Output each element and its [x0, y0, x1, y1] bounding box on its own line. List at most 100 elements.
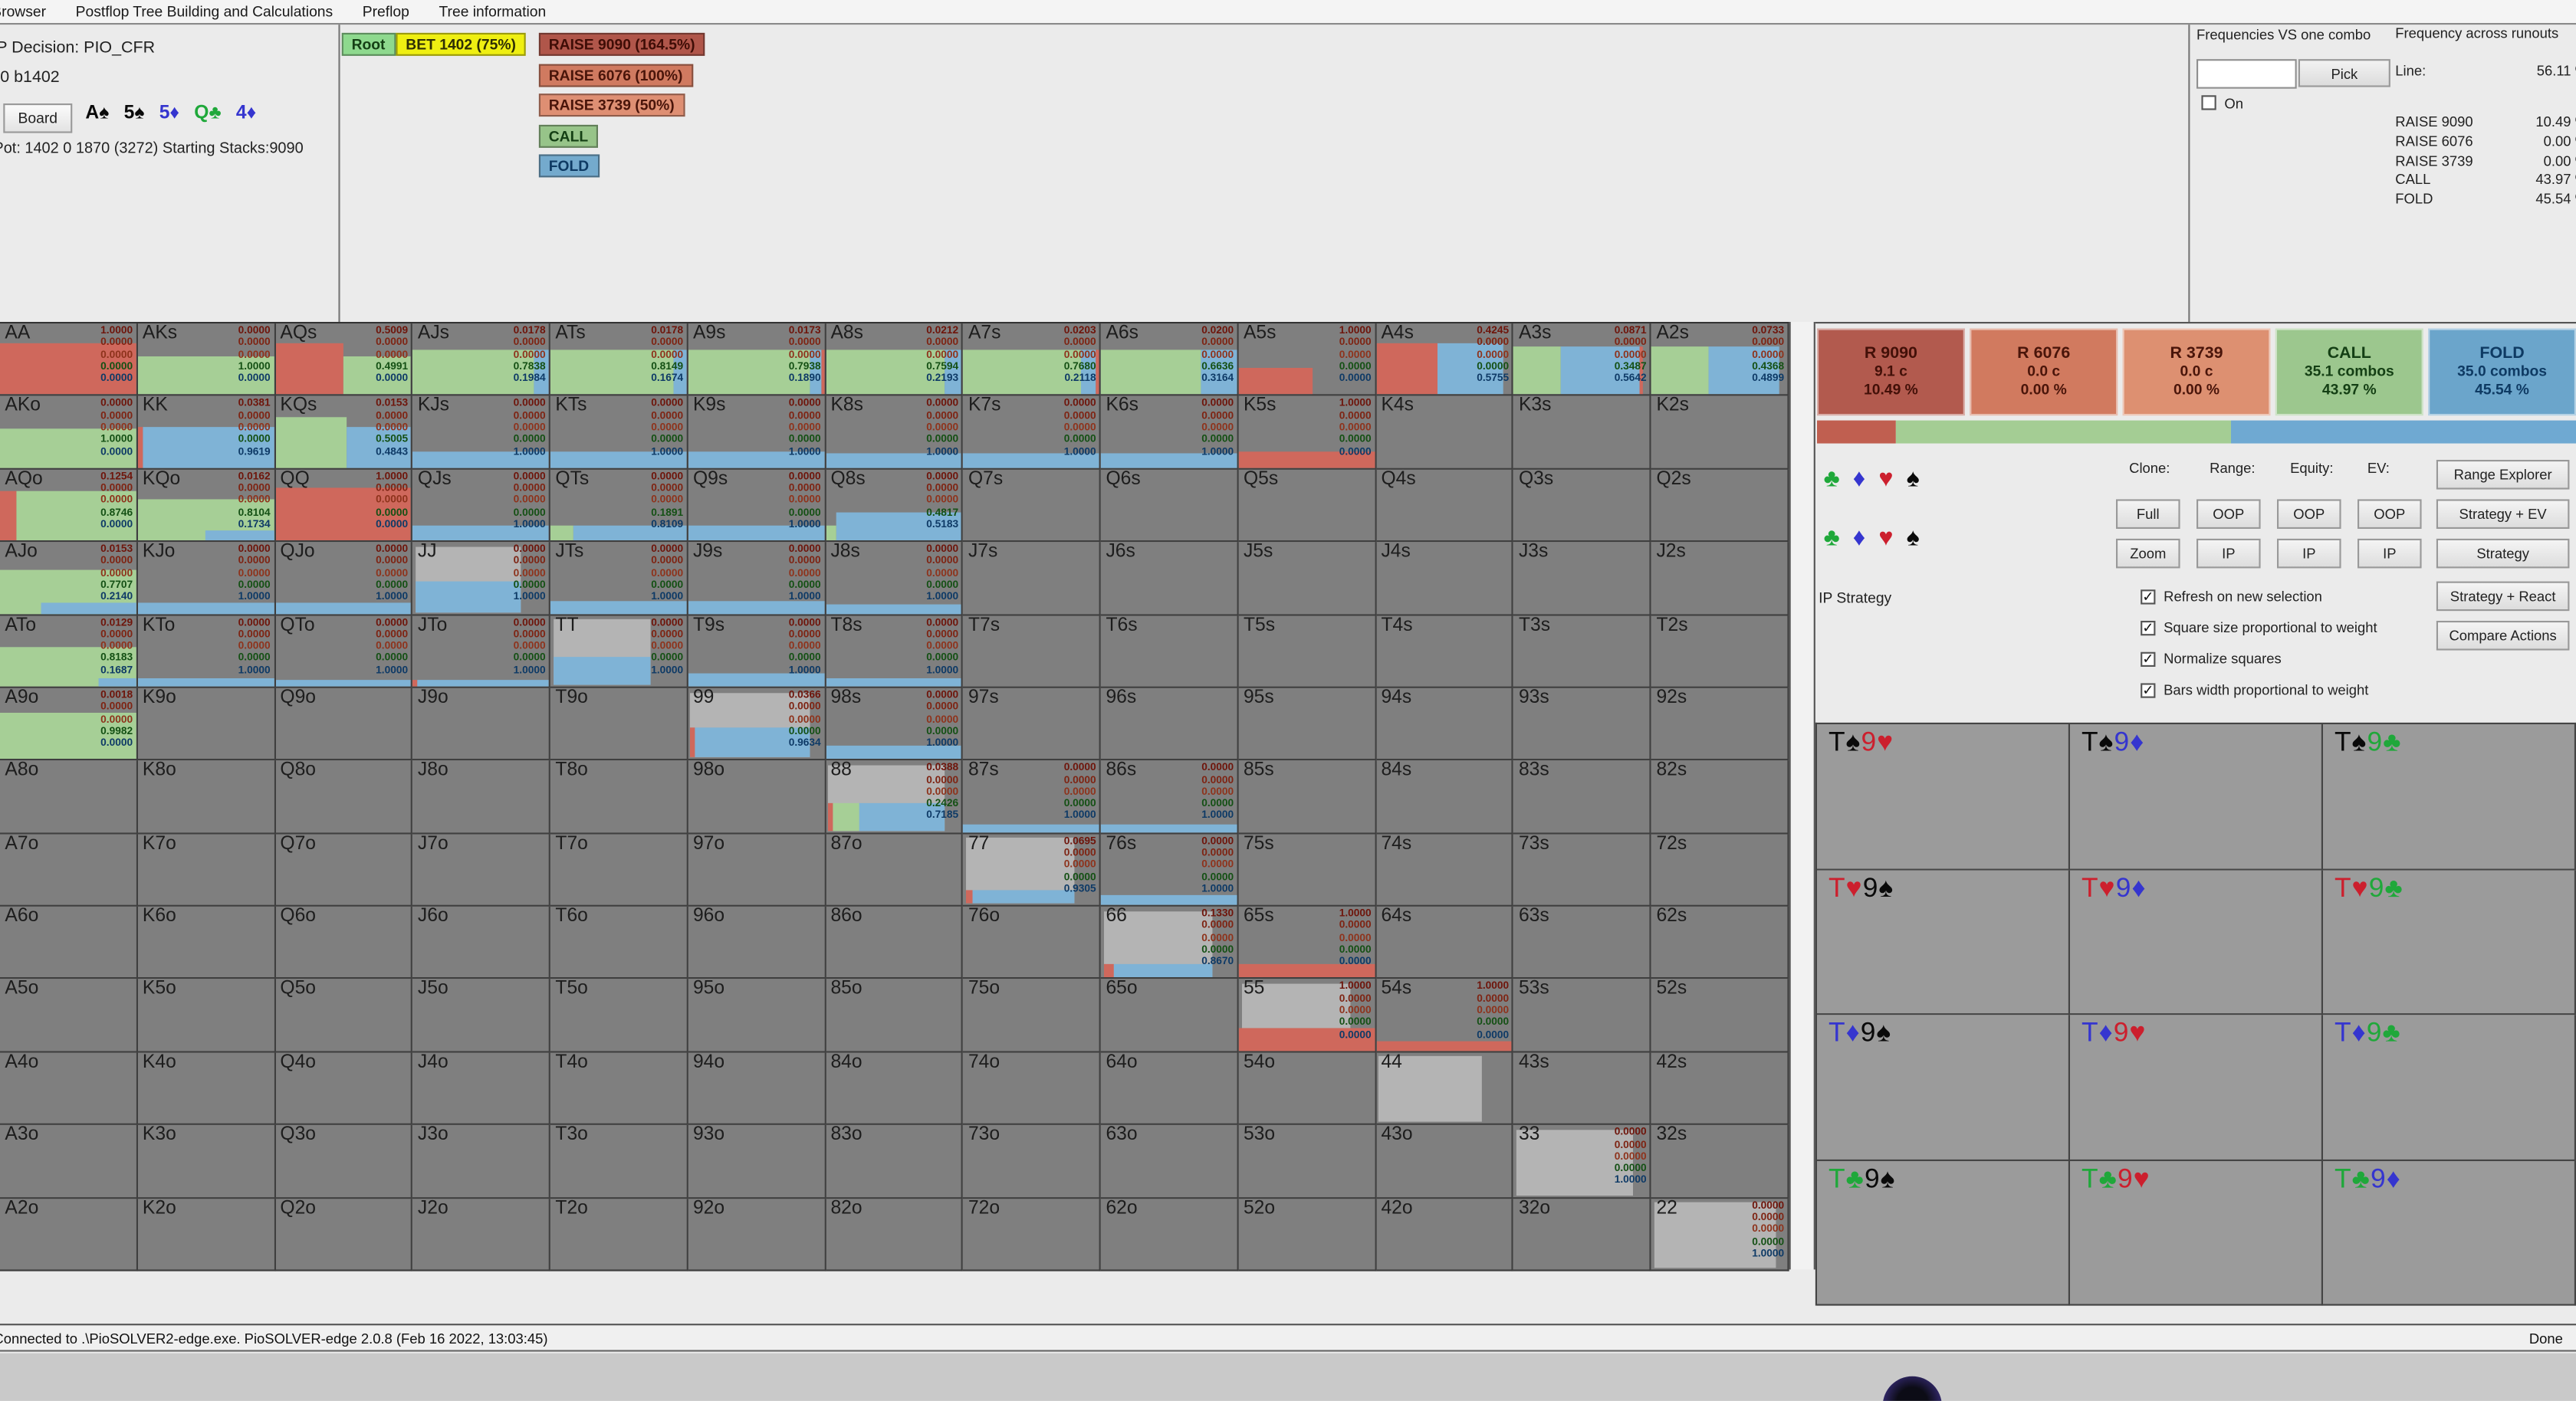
hand-cell-A9s[interactable]: A9s 0.0173 0.0000 0.0000 0.7938 0.1890 — [688, 323, 826, 397]
hand-cell-AJs[interactable]: AJs 0.0178 0.0000 0.0000 0.7838 0.1984 — [412, 323, 550, 397]
hand-cell-83s[interactable]: 83s — [1513, 760, 1652, 834]
action-box-r-3739[interactable]: R 3739 0.0 c 0.00 % — [2122, 328, 2271, 416]
button-ip-1-2[interactable]: IP — [2277, 538, 2341, 569]
heart-suit-toggle[interactable]: ♥ — [1878, 523, 1894, 552]
combo-cell-Theart-9club[interactable]: T♥9♣ — [2323, 869, 2576, 1015]
hand-cell-74o[interactable]: 74o — [963, 1052, 1102, 1126]
hand-cell-A9o[interactable]: A9o 0.0018 0.0000 0.0000 0.9982 0.0000 — [0, 687, 138, 761]
hand-cell-AQo[interactable]: AQo 0.1254 0.0000 0.0000 0.8746 0.0000 — [0, 469, 138, 543]
hand-cell-JTo[interactable]: JTo 0.0000 0.0000 0.0000 0.0000 1.0000 — [412, 615, 550, 688]
hand-cell-J5s[interactable]: J5s — [1238, 542, 1377, 615]
hand-cell-QJs[interactable]: QJs 0.0000 0.0000 0.0000 0.0000 1.0000 — [412, 469, 550, 543]
hand-cell-T5s[interactable]: T5s — [1238, 615, 1377, 688]
hand-cell-T6o[interactable]: T6o — [550, 906, 688, 980]
hand-cell-A6o[interactable]: A6o — [0, 906, 138, 980]
tree-node-root[interactable]: Root — [341, 32, 396, 56]
hand-cell-T4o[interactable]: T4o — [550, 1052, 688, 1126]
hand-cell-Q5s[interactable]: Q5s — [1238, 469, 1377, 543]
club-suit-toggle[interactable]: ♣ — [1823, 523, 1840, 552]
hand-cell-A6s[interactable]: A6s 0.0200 0.0000 0.0000 0.6636 0.3164 — [1101, 323, 1239, 397]
hand-cell-72o[interactable]: 72o — [963, 1198, 1102, 1271]
hand-cell-96o[interactable]: 96o — [688, 906, 826, 980]
hand-cell-J6s[interactable]: J6s — [1101, 542, 1239, 615]
hand-cell-62o[interactable]: 62o — [1101, 1198, 1239, 1271]
hand-cell-ATs[interactable]: ATs 0.0178 0.0000 0.0000 0.8149 0.1674 — [550, 323, 688, 397]
hand-cell-A7o[interactable]: A7o — [0, 833, 138, 907]
hand-cell-63s[interactable]: 63s — [1513, 906, 1652, 980]
action-box-r-9090[interactable]: R 9090 9.1 c 10.49 % — [1817, 328, 1965, 416]
hand-cell-94s[interactable]: 94s — [1376, 687, 1514, 761]
hand-cell-88[interactable]: 88 0.0388 0.0000 0.0000 0.2426 0.7185 — [826, 760, 964, 834]
hand-cell-54o[interactable]: 54o — [1238, 1052, 1377, 1126]
hand-cell-98s[interactable]: 98s 0.0000 0.0000 0.0000 0.0000 1.0000 — [826, 687, 964, 761]
hand-cell-73s[interactable]: 73s — [1513, 833, 1652, 907]
hand-cell-AJo[interactable]: AJo 0.0153 0.0000 0.0000 0.7707 0.2140 — [0, 542, 138, 615]
hand-cell-22[interactable]: 22 0.0000 0.0000 0.0000 0.0000 1.0000 — [1651, 1198, 1789, 1271]
hand-cell-Q2o[interactable]: Q2o — [274, 1198, 413, 1271]
tree-node-call[interactable]: CALL — [538, 123, 598, 147]
hand-cell-87o[interactable]: 87o — [826, 833, 964, 907]
button-range-explorer[interactable]: Range Explorer — [2436, 460, 2570, 490]
combo-cell-Theart-9spade[interactable]: T♥9♠ — [1817, 869, 2070, 1015]
hand-cell-K4o[interactable]: K4o — [137, 1052, 275, 1126]
hand-cell-A5o[interactable]: A5o — [0, 979, 138, 1053]
tree-node-fold[interactable]: FOLD — [538, 154, 600, 178]
hand-cell-J7o[interactable]: J7o — [412, 833, 550, 907]
tree-node-bet[interactable]: BET 1402 (75%) — [396, 32, 526, 56]
hand-cell-K6o[interactable]: K6o — [137, 906, 275, 980]
hand-cell-JTs[interactable]: JTs 0.0000 0.0000 0.0000 0.0000 1.0000 — [550, 542, 688, 615]
hand-cell-43o[interactable]: 43o — [1376, 1125, 1514, 1199]
hand-cell-K9o[interactable]: K9o — [137, 687, 275, 761]
hand-cell-42o[interactable]: 42o — [1376, 1198, 1514, 1271]
hand-cell-J6o[interactable]: J6o — [412, 906, 550, 980]
hand-cell-ATo[interactable]: ATo 0.0129 0.0000 0.0000 0.8183 0.1687 — [0, 615, 138, 688]
combo-cell-Tspade-9diamond[interactable]: T♠9♦ — [2070, 724, 2323, 870]
hand-cell-Q6o[interactable]: Q6o — [274, 906, 413, 980]
hand-cell-A4o[interactable]: A4o — [0, 1052, 138, 1126]
button-ip-1-3[interactable]: IP — [2358, 538, 2422, 569]
hand-cell-A2s[interactable]: A2s 0.0733 0.0000 0.0000 0.4368 0.4899 — [1651, 323, 1789, 397]
hand-cell-K5o[interactable]: K5o — [137, 979, 275, 1053]
hand-cell-J9o[interactable]: J9o — [412, 687, 550, 761]
hand-cell-Q8o[interactable]: Q8o — [274, 760, 413, 834]
hand-cell-Q9s[interactable]: Q9s 0.0000 0.0000 0.0000 0.0000 1.0000 — [688, 469, 826, 543]
hand-cell-JJ[interactable]: JJ 0.0000 0.0000 0.0000 0.0000 1.0000 — [412, 542, 550, 615]
hand-cell-76s[interactable]: 76s 0.0000 0.0000 0.0000 0.0000 1.0000 — [1101, 833, 1239, 907]
hand-cell-J4s[interactable]: J4s — [1376, 542, 1514, 615]
hand-cell-63o[interactable]: 63o — [1101, 1125, 1239, 1199]
hand-cell-86s[interactable]: 86s 0.0000 0.0000 0.0000 0.0000 1.0000 — [1101, 760, 1239, 834]
button-strategy-ev[interactable]: Strategy + EV — [2436, 499, 2570, 529]
hand-cell-KQs[interactable]: KQs 0.0153 0.0000 0.0000 0.5005 0.4843 — [274, 396, 413, 470]
hand-cell-AKs[interactable]: AKs 0.0000 0.0000 0.0000 1.0000 0.0000 — [137, 323, 275, 397]
heart-suit-toggle[interactable]: ♥ — [1878, 464, 1894, 493]
hand-cell-77[interactable]: 77 0.0695 0.0000 0.0000 0.0000 0.9305 — [963, 833, 1102, 907]
hand-cell-74s[interactable]: 74s — [1376, 833, 1514, 907]
action-box-fold[interactable]: FOLD 35.0 combos 45.54 % — [2428, 328, 2576, 416]
hand-cell-42s[interactable]: 42s — [1651, 1052, 1789, 1126]
hand-cell-K7s[interactable]: K7s 0.0000 0.0000 0.0000 0.0000 1.0000 — [963, 396, 1102, 470]
hand-cell-64s[interactable]: 64s — [1376, 906, 1514, 980]
button-zoom-1-0[interactable]: Zoom — [2116, 538, 2180, 569]
combo-cell-Tclub-9spade[interactable]: T♣9♠ — [1817, 1160, 2070, 1306]
hand-cell-95s[interactable]: 95s — [1238, 687, 1377, 761]
hand-cell-Q3o[interactable]: Q3o — [274, 1125, 413, 1199]
hand-cell-AKo[interactable]: AKo 0.0000 0.0000 0.0000 1.0000 0.0000 — [0, 396, 138, 470]
checkbox-1[interactable]: ✓ — [2141, 619, 2156, 635]
hand-cell-K6s[interactable]: K6s 0.0000 0.0000 0.0000 0.0000 1.0000 — [1101, 396, 1239, 470]
hand-cell-T3s[interactable]: T3s — [1513, 615, 1652, 688]
hand-cell-K8s[interactable]: K8s 0.0000 0.0000 0.0000 0.0000 1.0000 — [826, 396, 964, 470]
hand-cell-K3s[interactable]: K3s — [1513, 396, 1652, 470]
hand-cell-Q4o[interactable]: Q4o — [274, 1052, 413, 1126]
button-strategy-react[interactable]: Strategy + React — [2436, 581, 2570, 612]
diamond-suit-toggle[interactable]: ♦ — [1852, 523, 1866, 552]
hand-cell-A7s[interactable]: A7s 0.0203 0.0000 0.0000 0.7680 0.2118 — [963, 323, 1102, 397]
hand-cell-K5s[interactable]: K5s 1.0000 0.0000 0.0000 0.0000 0.0000 — [1238, 396, 1377, 470]
hand-cell-J7s[interactable]: J7s — [963, 542, 1102, 615]
hand-cell-54s[interactable]: 54s 1.0000 0.0000 0.0000 0.0000 0.0000 — [1376, 979, 1514, 1053]
hand-cell-Q7s[interactable]: Q7s — [963, 469, 1102, 543]
hand-cell-83o[interactable]: 83o — [826, 1125, 964, 1199]
tree-node-raise[interactable]: RAISE 9090 (164.5%) — [538, 32, 705, 56]
hand-cell-QTs[interactable]: QTs 0.0000 0.0000 0.0000 0.1891 0.8109 — [550, 469, 688, 543]
hand-cell-T3o[interactable]: T3o — [550, 1125, 688, 1199]
checkbox-2[interactable]: ✓ — [2141, 651, 2156, 666]
